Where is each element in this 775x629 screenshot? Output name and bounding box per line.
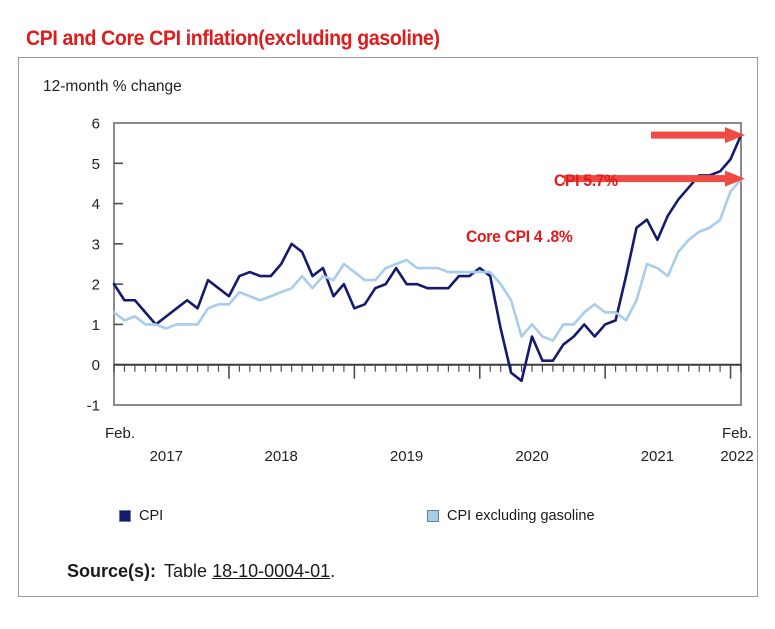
chart-frame: 12-month % change -1 0 1 2 3 4 5 6 Feb. Feb. 2017 2… <box>18 57 758 597</box>
svg-text:2017: 2017 <box>150 448 183 465</box>
chart-subtitle: 12-month % change <box>43 78 182 95</box>
svg-text:2020: 2020 <box>515 448 548 465</box>
source-table-link[interactable]: 18-10-0004-01 <box>212 561 331 581</box>
legend-swatch-cpi <box>119 510 131 522</box>
svg-text:6: 6 <box>92 116 100 133</box>
annotation-core-label: Core CPI 4 .8% <box>466 227 573 246</box>
source-prefix: Table <box>164 561 208 581</box>
svg-text:Feb.: Feb. <box>105 425 135 442</box>
svg-text:2019: 2019 <box>390 448 423 465</box>
svg-text:Feb.: Feb. <box>722 425 752 442</box>
svg-text:2: 2 <box>92 277 100 294</box>
legend-label-cpi: CPI <box>139 508 164 524</box>
svg-text:4: 4 <box>92 196 100 213</box>
chart-legend: CPI CPI excluding gasoline <box>19 508 759 536</box>
svg-text:5: 5 <box>92 156 100 173</box>
svg-text:2021: 2021 <box>641 448 674 465</box>
source-label: Source(s): <box>67 561 157 581</box>
source-line: Source(s): Table 18-10-0004-01. <box>67 561 335 582</box>
svg-text:2018: 2018 <box>265 448 298 465</box>
svg-text:3: 3 <box>92 236 100 253</box>
legend-label-core: CPI excluding gasoline <box>447 508 595 524</box>
source-suffix: . <box>330 561 336 581</box>
chart-title: CPI and Core CPI inflation(excluding gas… <box>26 27 440 50</box>
legend-item-cpi: CPI <box>119 508 163 524</box>
annotation-cpi-label: CPI 5.7% <box>554 171 618 190</box>
svg-text:-1: -1 <box>87 398 100 415</box>
svg-text:2022: 2022 <box>720 448 753 465</box>
plot-area: -1 0 1 2 3 4 5 6 Feb. Feb. 2017 2018 2019 2020 2021 202… <box>19 58 759 498</box>
svg-text:0: 0 <box>92 357 100 374</box>
legend-swatch-core <box>427 510 439 522</box>
line-chart-svg: -1 0 1 2 3 4 5 6 Feb. Feb. 2017 2018 2019 2020 2021 202… <box>87 116 754 466</box>
svg-text:1: 1 <box>92 317 100 334</box>
legend-item-core: CPI excluding gasoline <box>427 508 595 524</box>
